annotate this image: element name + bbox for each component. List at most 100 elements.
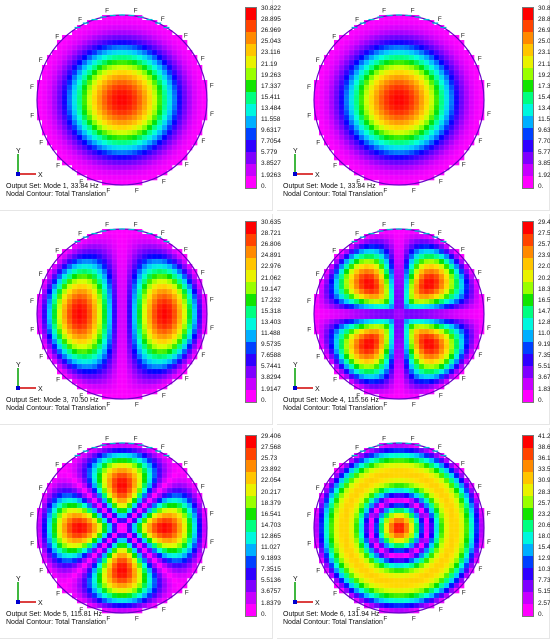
contour-cell: [187, 145, 193, 151]
contour-cell: [459, 100, 465, 106]
contour-cell: [142, 523, 148, 529]
legend-value: 23.116: [261, 49, 281, 57]
contour-cell: [152, 85, 158, 91]
contour-cell: [87, 513, 93, 519]
contour-cell: [122, 274, 128, 280]
contour-cell: [107, 284, 113, 290]
contour-cell: [127, 563, 133, 569]
contour-cell: [52, 85, 58, 91]
contour-cell: [394, 319, 400, 325]
contour-cell: [329, 359, 335, 365]
contour-cell: [122, 239, 128, 245]
contour-cell: [334, 344, 340, 350]
contour-cell: [389, 65, 395, 71]
contour-cell: [92, 80, 98, 86]
contour-cell: [394, 105, 400, 111]
contour-cell: [379, 329, 385, 335]
contour-cell: [72, 319, 78, 325]
contour-cell: [197, 75, 203, 81]
contour-cell: [47, 309, 53, 315]
contour-cell: [414, 279, 420, 285]
contour-cell: [82, 528, 88, 534]
contour-cell: [192, 75, 198, 81]
contour-cell: [454, 120, 460, 126]
contour-cell: [394, 339, 400, 345]
contour-cell: [47, 513, 53, 519]
contour-cell: [152, 329, 158, 335]
contour-cell: [444, 304, 450, 310]
contour-cell: [202, 299, 208, 305]
contour-cell: [389, 299, 395, 305]
contour-cell: [409, 175, 415, 181]
contour-cell: [379, 319, 385, 325]
contour-cell: [147, 364, 153, 370]
contour-cell: [349, 90, 355, 96]
contour-cell: [339, 80, 345, 86]
contour-cell: [404, 100, 410, 106]
contour-cell: [329, 70, 335, 76]
contour-cell: [82, 130, 88, 136]
contour-cell: [157, 150, 163, 156]
contour-cell: [464, 314, 470, 320]
contour-cell: [464, 75, 470, 81]
contour-cell: [429, 105, 435, 111]
contour-cell: [469, 110, 475, 116]
contour-cell: [72, 30, 78, 36]
contour-cell: [97, 513, 103, 519]
contour-cell: [92, 249, 98, 255]
contour-cell: [67, 85, 73, 91]
contour-cell: [474, 279, 480, 285]
contour-cell: [107, 244, 113, 250]
contour-cell: [87, 379, 93, 385]
contour-cell: [57, 120, 63, 126]
contour-cell: [364, 339, 370, 345]
contour-cell: [399, 264, 405, 270]
contour-cell: [424, 244, 430, 250]
contour-cell: [414, 135, 420, 141]
contour-cell: [167, 299, 173, 305]
contour-cell: [439, 314, 445, 320]
contour-cell: [42, 105, 48, 111]
contour-cell: [42, 543, 48, 549]
contour-cell: [319, 339, 325, 345]
contour-cell: [314, 115, 320, 121]
contour-cell: [107, 75, 113, 81]
contour-cell: [87, 254, 93, 260]
contour-cell: [424, 379, 430, 385]
contour-cell: [349, 40, 355, 46]
contour-cell: [319, 90, 325, 96]
contour-cell: [182, 130, 188, 136]
contour-cell: [434, 65, 440, 71]
contour-cell: [434, 254, 440, 260]
contour-cell: [157, 45, 163, 51]
contour-cell: [177, 70, 183, 76]
contour-cell: [379, 65, 385, 71]
contour-cell: [127, 165, 133, 171]
contour-cell: [47, 548, 53, 554]
contour-cell: [344, 40, 350, 46]
contour-cell: [369, 95, 375, 101]
contour-cell: [102, 543, 108, 549]
contour-cell: [62, 528, 68, 534]
contour-cell: [117, 170, 123, 176]
contour-cell: [384, 75, 390, 81]
contour-cell: [334, 269, 340, 275]
contour-cell: [117, 344, 123, 350]
contour-cell: [379, 150, 385, 156]
contour-cell: [384, 379, 390, 385]
contour-cell: [107, 513, 113, 519]
contour-cell: [102, 463, 108, 469]
contour-cell: [419, 20, 425, 26]
contour-cell: [122, 523, 128, 529]
contour-cell: [92, 349, 98, 355]
contour-cell: [82, 110, 88, 116]
contour-cell: [384, 364, 390, 370]
contour-cell: [384, 180, 390, 186]
force-label: F: [438, 230, 442, 237]
contour-cell: [142, 254, 148, 260]
contour-cell: [52, 140, 58, 146]
contour-cell: [409, 379, 415, 385]
contour-cell: [92, 294, 98, 300]
contour-cell: [117, 60, 123, 66]
contour-cell: [354, 274, 360, 280]
